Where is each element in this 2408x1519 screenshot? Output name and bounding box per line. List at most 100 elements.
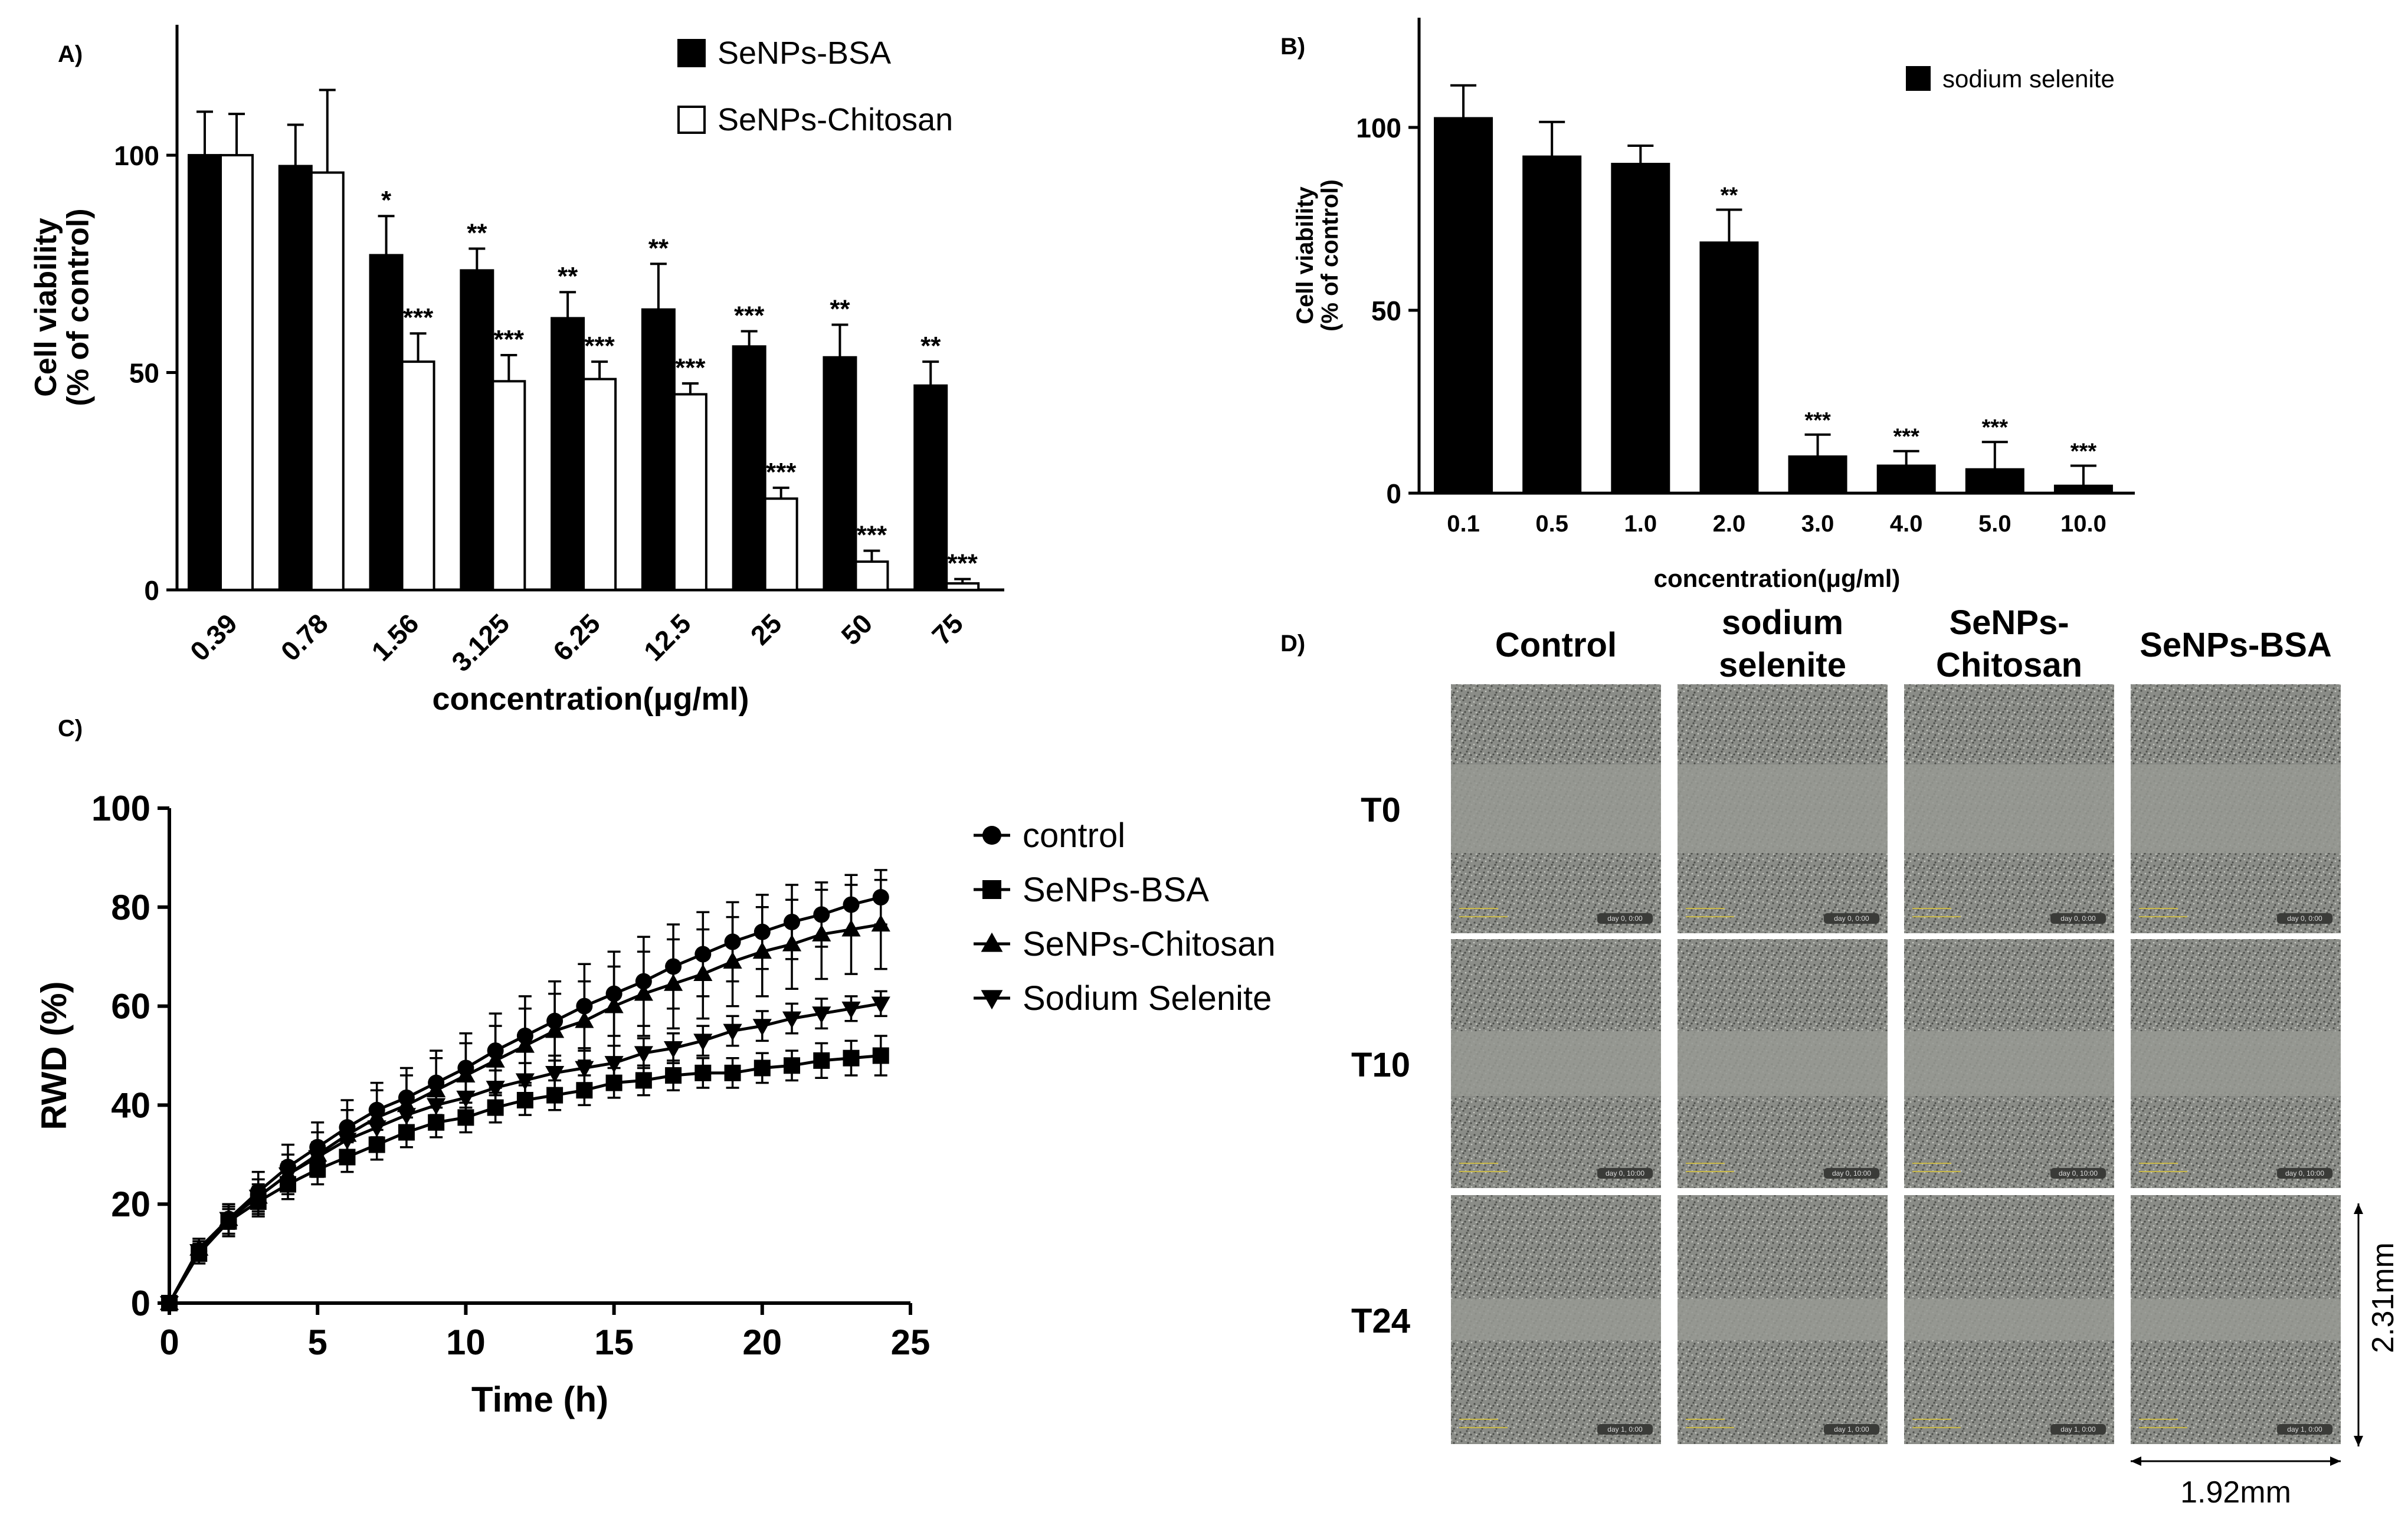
x-tick-label: 15 [594, 1323, 634, 1362]
row-label: T0 [1361, 791, 1401, 829]
x-axis-label: Time (h) [471, 1380, 608, 1419]
timestamp-badge [1597, 1168, 1653, 1179]
x-tick-label: 25 [891, 1323, 931, 1362]
y-axis-label-line: (% of control) [61, 208, 96, 406]
data-point [694, 1064, 712, 1081]
timestamp-text: day 0, 10:00 [2059, 1169, 2098, 1177]
height-scale-arrow [2354, 1436, 2363, 1446]
bar-chart-B: B) 0 50 100 Cell viability(% of control) conc… [1280, 18, 2135, 592]
data-point [308, 1150, 327, 1167]
significance-mark: ** [1721, 183, 1738, 208]
data-point [248, 1189, 268, 1207]
series-sodium-selenite [159, 990, 890, 1313]
column-header: selenite [1719, 646, 1846, 684]
x-tick-label: 3.0 [1801, 511, 1834, 537]
data-point [545, 1065, 565, 1083]
significance-mark: *** [857, 521, 887, 550]
x-tick-label: 0.1 [1447, 511, 1480, 537]
bar-senps-bsa [641, 308, 676, 592]
data-point [782, 1011, 802, 1029]
x-tick-label: 3.125 [445, 608, 515, 677]
legend-label: control [1023, 816, 1125, 855]
significance-mark: *** [734, 301, 765, 330]
wound-region [1678, 1031, 1888, 1096]
data-point [397, 1108, 417, 1125]
data-point [813, 1052, 830, 1069]
data-point [634, 983, 653, 1001]
timestamp-text: day 0, 0:00 [1834, 914, 1869, 923]
timestamp-badge [2277, 1424, 2332, 1435]
timestamp-badge [2277, 913, 2332, 924]
bar-sodium-selenite [1876, 464, 1936, 494]
y-axis-label: RWD (%) [34, 981, 74, 1130]
x-tick-label: 5 [308, 1323, 327, 1362]
significance-mark: *** [2070, 439, 2097, 464]
wound-region [1678, 765, 1888, 853]
data-point [724, 1064, 741, 1081]
bar-senps-bsa [369, 254, 404, 592]
bar-senps-chitosan [401, 360, 435, 591]
significance-mark: ** [920, 332, 941, 360]
y-axis-label: Cell viability(% of control) [1292, 179, 1343, 332]
x-tick-label: 12.5 [638, 608, 697, 667]
data-point [486, 1081, 505, 1098]
data-point [872, 1047, 889, 1064]
legend-label: SeNPs-Chitosan [1023, 925, 1276, 963]
wound-region [1904, 1299, 2114, 1340]
column-header: Control [1495, 626, 1617, 664]
significance-mark: *** [1893, 425, 1920, 450]
data-point [189, 1244, 209, 1261]
y-axis-label: Cell viability(% of control) [29, 208, 96, 406]
significance-mark: * [381, 186, 392, 215]
x-tick-label: 5.0 [1978, 511, 2011, 537]
bar-chart-A: A) 0 50 100 Cell viability(% of control) conc… [29, 25, 1004, 717]
data-point [784, 1057, 801, 1074]
data-point [693, 1034, 713, 1051]
legend-label: SeNPs-BSA [718, 35, 891, 71]
data-point [665, 1067, 682, 1084]
x-tick-label: 10 [446, 1323, 486, 1362]
bar-senps-chitosan [492, 380, 526, 591]
data-point [782, 934, 802, 952]
y-tick-label: 100 [91, 789, 150, 828]
data-point [812, 1006, 831, 1023]
bar-sodium-selenite [1788, 455, 1847, 494]
significance-mark: *** [766, 458, 797, 487]
timestamp-badge [1597, 1424, 1653, 1435]
data-point [723, 1023, 742, 1041]
x-tick-label: 10.0 [2060, 511, 2106, 537]
x-tick-label: 1.56 [365, 608, 424, 667]
data-point [841, 919, 861, 937]
legend-marker [982, 826, 1001, 845]
y-tick-label: 20 [111, 1185, 150, 1224]
height-scale-label: 2.31mm [2366, 1242, 2400, 1353]
legend-marker [982, 880, 1001, 899]
data-point [575, 1061, 594, 1078]
wound-region [2131, 1299, 2341, 1340]
y-tick-label: 40 [111, 1085, 150, 1125]
y-tick-label: 50 [129, 358, 159, 389]
significance-mark: *** [403, 303, 434, 332]
timestamp-text: day 1, 0:00 [1607, 1425, 1643, 1433]
legend-label: SeNPs-Chitosan [718, 102, 953, 137]
bar-senps-bsa [823, 356, 857, 591]
bar-senps-bsa [913, 384, 948, 592]
significance-mark: *** [1982, 415, 2009, 440]
significance-mark: *** [675, 353, 706, 382]
x-tick-label: 75 [926, 608, 969, 651]
bar-senps-chitosan [673, 393, 707, 592]
bar-sodium-selenite [1611, 163, 1670, 494]
data-point [635, 1072, 652, 1089]
legend-swatch [677, 106, 706, 134]
significance-mark: ** [558, 262, 578, 291]
data-point [663, 1041, 683, 1058]
data-point [486, 1051, 505, 1068]
bar-senps-bsa [732, 345, 766, 591]
data-point [663, 974, 683, 991]
significance-mark: *** [584, 332, 615, 360]
bar-senps-chitosan [582, 378, 617, 591]
x-tick-label: 0.5 [1535, 511, 1568, 537]
data-point [367, 1120, 386, 1137]
row-label: T10 [1351, 1046, 1410, 1084]
